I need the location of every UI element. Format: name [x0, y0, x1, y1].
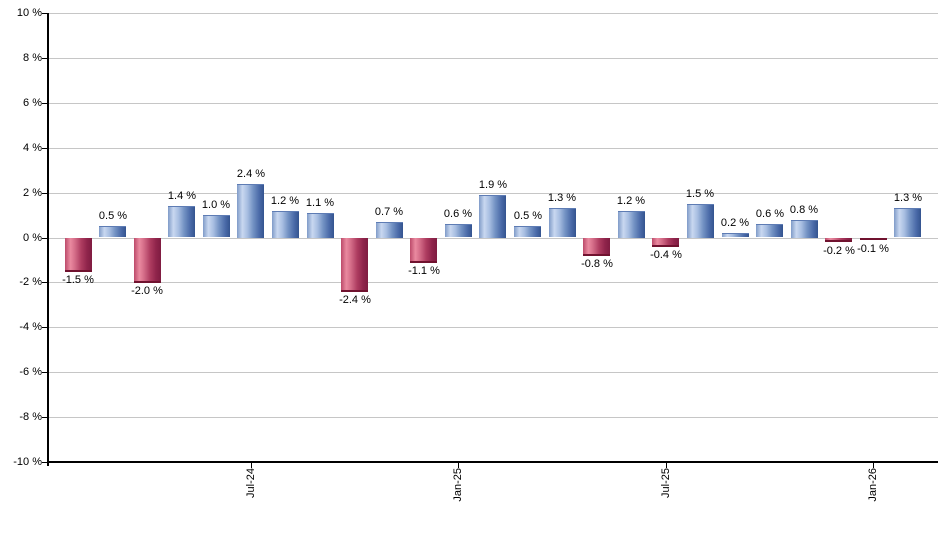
gridline: [47, 327, 938, 328]
bar-value-label: -2.4 %: [339, 294, 371, 306]
y-axis-tick: [42, 58, 47, 59]
bar: [341, 238, 368, 292]
y-axis-label: 6 %: [23, 97, 42, 109]
bar: [894, 208, 921, 237]
gridline: [47, 372, 938, 373]
bar: [410, 238, 437, 263]
x-axis-tick: [251, 463, 252, 468]
bar: [307, 213, 334, 238]
x-axis-label: Jan-26: [867, 468, 879, 502]
bar-value-label: 0.2 %: [720, 217, 750, 229]
bar: [618, 211, 645, 238]
y-axis-tick: [42, 417, 47, 418]
bar: [860, 238, 887, 240]
y-axis-label: -8 %: [19, 411, 42, 423]
bar-value-label: -0.8 %: [581, 258, 613, 270]
gridline: [47, 13, 938, 14]
bar: [756, 224, 783, 237]
y-axis-tick: [42, 327, 47, 328]
bar-value-label: 1.3 %: [547, 192, 577, 204]
bar-value-label: 0.8 %: [789, 204, 819, 216]
y-axis-label: 8 %: [23, 52, 42, 64]
bar: [479, 195, 506, 238]
bar: [65, 238, 92, 272]
x-axis-label: Jul-24: [245, 468, 257, 498]
gridline: [47, 58, 938, 59]
bar-value-label: 1.0 %: [201, 199, 231, 211]
y-axis-tick: [42, 103, 47, 104]
y-axis-tick: [42, 238, 47, 239]
y-axis-label: -6 %: [19, 366, 42, 378]
bar-value-label: 0.6 %: [755, 208, 785, 220]
bar: [514, 226, 541, 237]
bar: [549, 208, 576, 237]
gridline: [47, 148, 938, 149]
bar-value-label: -0.4 %: [650, 249, 682, 261]
bar: [376, 222, 403, 238]
gridline: [47, 238, 938, 239]
y-axis-tick: [42, 282, 47, 283]
x-axis-tick: [666, 463, 667, 468]
bar: [445, 224, 472, 237]
bar: [791, 220, 818, 238]
bar: [687, 204, 714, 238]
bar: [272, 211, 299, 238]
y-axis-tick: [42, 462, 47, 463]
y-axis-tick: [42, 372, 47, 373]
bar-value-label: -0.2 %: [823, 245, 855, 257]
gridline: [47, 282, 938, 283]
bar-value-label: 1.1 %: [305, 197, 335, 209]
bar: [203, 215, 230, 237]
gridline: [47, 193, 938, 194]
bar-value-label: -1.1 %: [408, 265, 440, 277]
bar-value-label: 1.4 %: [167, 190, 197, 202]
bar-value-label: 1.2 %: [616, 195, 646, 207]
bar-value-label: 2.4 %: [236, 168, 266, 180]
bar-value-label: -1.5 %: [62, 274, 94, 286]
x-axis-tick: [873, 463, 874, 468]
bar-value-label: -0.1 %: [857, 243, 889, 255]
bar-value-label: 0.5 %: [98, 210, 128, 222]
gridline: [47, 103, 938, 104]
gridline: [47, 417, 938, 418]
y-axis-label: 10 %: [16, 7, 42, 19]
bar-value-label: 1.3 %: [893, 192, 923, 204]
bar-value-label: 0.7 %: [374, 206, 404, 218]
y-axis-label: -10 %: [13, 456, 42, 468]
bar-value-label: 0.5 %: [513, 210, 543, 222]
y-axis-label: 2 %: [23, 187, 42, 199]
bar: [237, 184, 264, 238]
bar: [825, 238, 852, 242]
bar-value-label: 1.5 %: [685, 188, 715, 200]
x-axis-label: Jan-25: [452, 468, 464, 502]
bar-value-label: -2.0 %: [131, 285, 163, 297]
y-axis-tick: [42, 193, 47, 194]
x-axis-tick: [458, 463, 459, 468]
bar: [168, 206, 195, 237]
y-axis-label: -4 %: [19, 321, 42, 333]
bar-value-label: 1.2 %: [270, 195, 300, 207]
y-axis-label: 0 %: [23, 232, 42, 244]
y-axis-label: 4 %: [23, 142, 42, 154]
bar: [134, 238, 161, 283]
x-axis-line: [47, 461, 938, 463]
bar: [652, 238, 679, 247]
y-axis-tick: [42, 148, 47, 149]
y-axis-label: -2 %: [19, 276, 42, 288]
x-axis-label: Jul-25: [660, 468, 672, 498]
bar: [583, 238, 610, 256]
bar: [99, 226, 126, 237]
bar: [722, 233, 749, 237]
y-axis-line: [47, 13, 49, 466]
y-axis-tick: [42, 13, 47, 14]
bar-value-label: 1.9 %: [478, 179, 508, 191]
bar-value-label: 0.6 %: [443, 208, 473, 220]
